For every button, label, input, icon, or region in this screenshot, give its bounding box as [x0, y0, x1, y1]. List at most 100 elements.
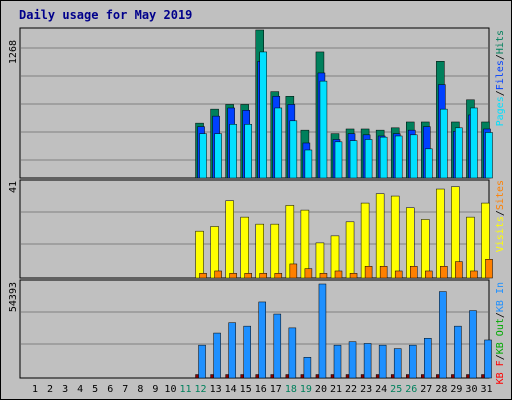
panel-visits-ymax: 41	[8, 181, 19, 193]
x-tick-label: 14	[225, 384, 237, 395]
x-tick-label: 4	[77, 384, 83, 395]
x-tick-label: 9	[152, 384, 158, 395]
legend-item: KB F	[495, 360, 506, 384]
sites-bar	[304, 268, 313, 279]
sites-bar	[199, 273, 207, 279]
sites-bar	[349, 273, 358, 279]
kbf-bar	[225, 374, 229, 379]
x-axis-labels: 1 2 3 4 5 6 7 8 9 10 11 12 13 14 15 16 17 18 19 20 21 22 23 24 2…	[32, 384, 493, 395]
kbin-bar	[228, 322, 236, 379]
kbf-bar	[300, 374, 305, 379]
visits-bar	[195, 230, 204, 279]
sites-bar	[289, 263, 298, 279]
x-tick-label: 8	[137, 384, 143, 395]
panel-kbytes-frame	[19, 279, 490, 379]
legend-item: KB Out	[495, 318, 506, 354]
kbin-bar	[333, 344, 342, 379]
visits-bar	[315, 242, 325, 279]
legend-item: /	[495, 312, 506, 318]
x-tick-label: 22	[345, 384, 357, 395]
kbf-bar	[285, 374, 290, 379]
kbf-bar	[240, 374, 244, 379]
x-tick-label: 26	[405, 384, 417, 395]
pages-bar	[244, 124, 252, 179]
chart-title: Daily usage for May 2019	[19, 8, 192, 22]
x-tick-label: 28	[435, 384, 447, 395]
pages-bar	[470, 107, 478, 179]
legend: Pages/Files/Hits	[495, 30, 506, 126]
kbf-bar	[210, 374, 214, 379]
legend-item: KB In	[495, 282, 506, 312]
pages-bar	[364, 139, 373, 179]
x-tick-label: 20	[315, 384, 327, 395]
legend-item: Pages	[495, 96, 506, 126]
kbin-bar	[348, 341, 357, 379]
sites-bar	[214, 270, 222, 279]
x-tick-label: 3	[62, 384, 68, 395]
sites-bar	[440, 266, 448, 279]
kbf-bar	[451, 374, 455, 379]
visits-bar	[375, 193, 385, 279]
sites-bar	[364, 266, 373, 279]
kbin-bar	[378, 344, 387, 379]
sites-bar	[334, 270, 343, 279]
visits-bar	[421, 219, 430, 279]
panel-hits-frame	[19, 27, 490, 179]
kbf-bar	[406, 374, 410, 379]
pages-bar	[199, 133, 207, 179]
kbf-bar	[315, 374, 320, 379]
sites-bar	[470, 270, 478, 279]
sites-bar	[425, 270, 433, 279]
pages-bar	[455, 127, 463, 179]
panel-kbytes-ymax: 54393	[8, 282, 19, 312]
kbin-bar	[454, 325, 462, 379]
sites-bar	[319, 273, 328, 279]
x-tick-label: 24	[375, 384, 387, 395]
pages-bar	[425, 148, 433, 179]
visits-bar	[466, 216, 475, 279]
x-tick-label: 10	[164, 384, 176, 395]
x-tick-label: 5	[92, 384, 98, 395]
kbin-bar	[363, 343, 372, 379]
x-tick-label: 6	[107, 384, 113, 395]
legend-item: /	[495, 54, 506, 60]
sites-bar	[229, 273, 237, 279]
x-tick-label: 7	[122, 384, 128, 395]
kbin-bar	[258, 301, 266, 379]
x-tick-label: 12	[195, 384, 207, 395]
legend-item: /	[495, 354, 506, 360]
kbf-bar	[481, 374, 485, 379]
pages-bar	[349, 140, 358, 179]
kbf-bar	[345, 374, 350, 379]
kbin-bar	[288, 327, 297, 379]
kbin-bar	[243, 325, 251, 379]
x-tick-label: 31	[480, 384, 492, 395]
visits-bar	[255, 223, 264, 279]
kbf-bar	[270, 374, 275, 379]
x-tick-label: 15	[240, 384, 252, 395]
kbf-bar	[255, 374, 259, 379]
visits-bar	[210, 226, 219, 279]
kbf-bar	[390, 374, 395, 379]
visits-bar	[240, 216, 249, 279]
x-tick-label: 19	[300, 384, 312, 395]
kbf-bar	[375, 374, 380, 379]
panel-hits-ymax: 1268	[8, 40, 19, 64]
x-tick-label: 23	[360, 384, 372, 395]
kbf-bar	[330, 374, 335, 379]
pages-bar	[304, 149, 313, 179]
visits-bar	[345, 221, 355, 279]
pages-bar	[440, 108, 448, 179]
visits-bar	[225, 200, 234, 279]
sites-bar	[259, 273, 267, 279]
pages-bar	[274, 107, 283, 179]
kbin-bar	[469, 310, 477, 379]
panel-visits-frame	[19, 179, 490, 279]
visits-bar	[300, 209, 310, 279]
x-tick-label: 1	[32, 384, 38, 395]
kbin-bar	[318, 283, 327, 379]
pages-bar	[394, 135, 403, 179]
x-tick-label: 13	[210, 384, 222, 395]
